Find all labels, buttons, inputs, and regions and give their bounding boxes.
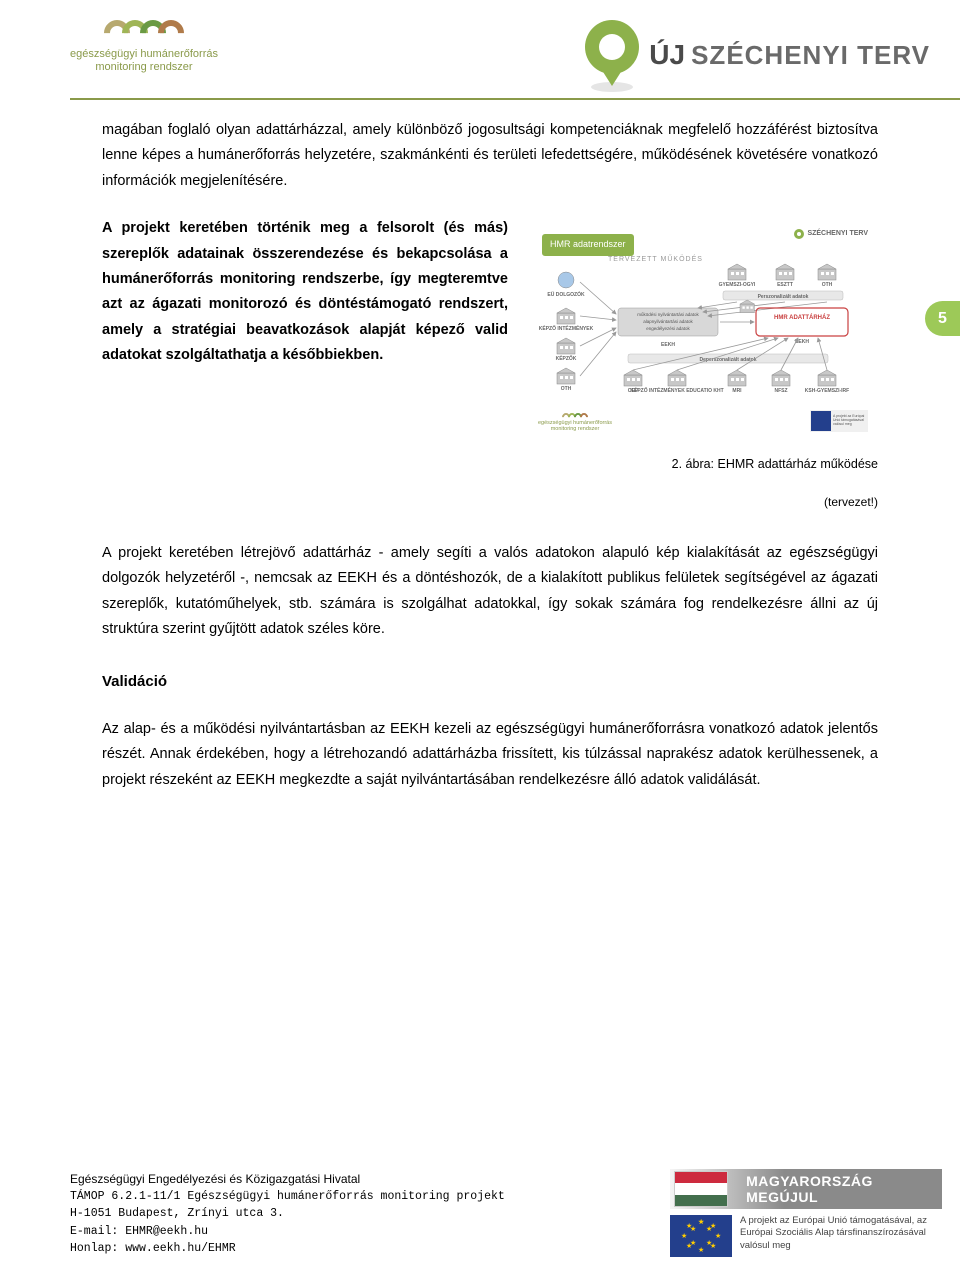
svg-text:OTH: OTH: [561, 386, 572, 392]
svg-text:NFSZ: NFSZ: [774, 388, 787, 394]
footer-org: Egészségügyi Engedélyezési és Közigazgat…: [70, 1170, 505, 1188]
svg-text:HMR ADATTÁRHÁZ: HMR ADATTÁRHÁZ: [774, 314, 830, 321]
szechenyi-terv: SZÉCHENYI TERV: [691, 40, 930, 71]
diagram-svg: GYEMSZI-OGYI ESZTT OTH Perszonalizált ad…: [528, 216, 878, 436]
hmr-diagram-figure: HMR adatrendszer TERVEZETT MŰKÖDÉS SZÉCH…: [528, 216, 878, 436]
renewal-text: MAGYARORSZÁG MEGÚJUL: [746, 1173, 942, 1205]
figure-caption-note: (tervezet!): [102, 492, 878, 513]
svg-text:ESZTT: ESZTT: [777, 282, 793, 288]
svg-text:MRI: MRI: [732, 388, 742, 394]
footer-contact: Egészségügyi Engedélyezési és Közigazgat…: [70, 1170, 505, 1257]
paragraph-2-bold: A projekt keretében történik meg a felso…: [102, 216, 508, 436]
svg-text:KÉPZŐK: KÉPZŐK: [556, 354, 577, 362]
footer-email: E-mail: EHMR@eekh.hu: [70, 1223, 505, 1240]
footer-right-block: MAGYARORSZÁG MEGÚJUL ★ ★ ★ ★ ★ ★ ★ ★ ★ ★…: [670, 1169, 942, 1257]
svg-text:Perszonalizált adatok: Perszonalizált adatok: [758, 294, 809, 300]
figure-ehmr-mini-logo: egészségügyi humánerőforrás monitoring r…: [538, 413, 612, 432]
eu-flag-icon: ★ ★ ★ ★ ★ ★ ★ ★ ★ ★ ★ ★ ★: [670, 1215, 732, 1257]
figure-logo-bl-2: monitoring rendszer: [538, 427, 612, 433]
pin-icon: [585, 20, 639, 90]
logo-text-2: monitoring rendszer: [95, 61, 192, 74]
szechenyi-logo: ÚJ SZÉCHENYI TERV: [585, 20, 930, 90]
figure-eu-mini: A projekt az Európai Unió támogatásával …: [810, 410, 868, 432]
page-number-badge: 5: [925, 301, 960, 336]
hungary-flag-icon: [674, 1171, 728, 1207]
paragraph-3: A projekt keretében létrejövő adattárház…: [102, 541, 878, 643]
svg-text:működési nyilvántartási adatok: működési nyilvántartási adatok: [637, 312, 699, 317]
paragraph-1: magában foglaló olyan adattárházzal, ame…: [102, 118, 878, 194]
footer-address: H-1051 Budapest, Zrínyi utca 3.: [70, 1205, 505, 1222]
footer-project: TÁMOP 6.2.1-11/1 Egészségügyi humánerőfo…: [70, 1188, 505, 1205]
svg-text:GYEMSZI-OGYI: GYEMSZI-OGYI: [719, 282, 756, 288]
section-title-validacio: Validáció: [102, 669, 878, 695]
svg-text:KÉPZŐ INTÉZMÉNYEK: KÉPZŐ INTÉZMÉNYEK: [539, 324, 594, 332]
svg-text:EEKH: EEKH: [661, 342, 675, 348]
logo-text-1: egészségügyi humánerőforrás: [70, 48, 218, 61]
figure-eu-text: A projekt az Európai Unió támogatásával …: [831, 415, 867, 427]
main-content: magában foglaló olyan adattárházzal, ame…: [0, 100, 960, 793]
svg-text:EÜ DOLGOZÓK: EÜ DOLGOZÓK: [547, 290, 585, 298]
ehmr-logo: egészségügyi humánerőforrás monitoring r…: [70, 20, 218, 74]
eu-funding-block: ★ ★ ★ ★ ★ ★ ★ ★ ★ ★ ★ ★ ★ A projekt az E…: [670, 1215, 942, 1257]
footer-web: Honlap: www.eekh.hu/EHMR: [70, 1240, 505, 1257]
page-header: egészségügyi humánerőforrás monitoring r…: [0, 0, 960, 90]
svg-text:KSH-GYEMSZI-IRF: KSH-GYEMSZI-IRF: [805, 388, 849, 394]
eu-flag-mini-icon: [811, 411, 831, 431]
page-footer: Egészségügyi Engedélyezési és Közigazgat…: [0, 1169, 960, 1271]
svg-text:OTH: OTH: [822, 282, 833, 288]
svg-text:KÉPZŐ INTÉZMÉNYEK EDUCATIO KHT: KÉPZŐ INTÉZMÉNYEK EDUCATIO KHT: [630, 386, 723, 394]
eu-funding-text: A projekt az Európai Unió támogatásával,…: [740, 1215, 942, 1252]
two-column-section: A projekt keretében történik meg a felso…: [102, 216, 878, 436]
szechenyi-uj: ÚJ: [649, 39, 685, 71]
svg-text:alapnyilvántartási adatok: alapnyilvántartási adatok: [643, 319, 693, 324]
svg-text:engedélyezési adatok: engedélyezési adatok: [646, 326, 690, 331]
renewal-banner: MAGYARORSZÁG MEGÚJUL: [670, 1169, 942, 1209]
paragraph-4: Az alap- és a működési nyilvántartásban …: [102, 717, 878, 793]
figure-caption: 2. ábra: EHMR adattárház működése: [102, 454, 878, 476]
